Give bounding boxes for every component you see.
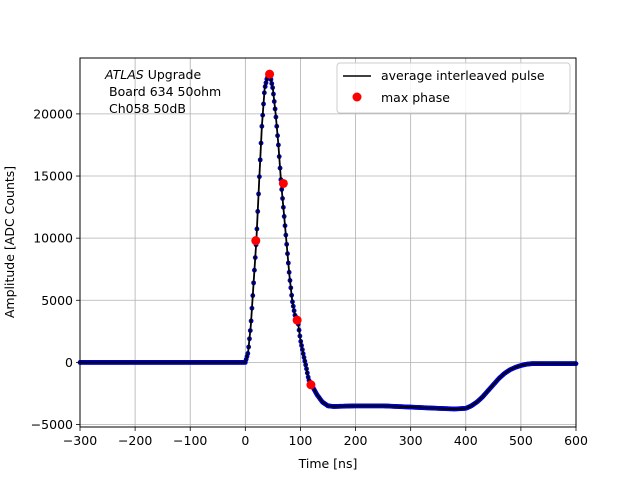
annotation-upgrade: Upgrade — [144, 67, 202, 82]
x-tick-label: 400 — [454, 433, 478, 448]
annotation-atlas: ATLAS — [104, 67, 144, 82]
legend: average interleaved pulse max phase — [336, 62, 571, 114]
max-phase-point — [292, 315, 302, 325]
annotation-line-3: Ch058 50dB — [109, 101, 186, 116]
legend-entry-max-phase: max phase — [381, 90, 450, 105]
x-tick-label: −300 — [63, 433, 97, 448]
y-tick-label: −5000 — [31, 417, 73, 432]
annotation-line-2: Board 634 50ohm — [109, 84, 221, 99]
y-tick-label: 5000 — [41, 293, 73, 308]
x-tick-label: 100 — [289, 433, 313, 448]
ticks: −300 −200 −100 0 100 200 300 400 500 600 −5000 0 500… — [31, 106, 588, 448]
max-phase-point — [306, 380, 316, 390]
atlas-annotation: ATLAS Upgrade Board 634 50ohm Ch058 50dB — [104, 67, 221, 116]
y-tick-label: 20000 — [33, 106, 73, 121]
max-phase-point — [265, 69, 275, 79]
x-tick-label: 300 — [399, 433, 423, 448]
max-phase-point — [278, 178, 288, 188]
x-tick-label: 500 — [509, 433, 533, 448]
legend-box — [336, 62, 571, 114]
y-tick-label: 0 — [65, 355, 73, 370]
max-phase-point — [251, 236, 261, 246]
x-tick-label: −200 — [118, 433, 152, 448]
x-tick-label: 600 — [564, 433, 588, 448]
legend-entry-average-pulse: average interleaved pulse — [381, 68, 545, 83]
y-tick-label: 15000 — [33, 169, 73, 184]
annotation-line-1: ATLAS Upgrade — [104, 67, 201, 82]
x-tick-label: 0 — [241, 433, 249, 448]
y-tick-label: 10000 — [33, 231, 73, 246]
axes-frame — [79, 57, 577, 428]
average-pulse-line — [80, 74, 576, 410]
x-axis-title: Time [ns] — [298, 456, 358, 471]
y-axis-title: Amplitude [ADC Counts] — [2, 166, 17, 318]
x-tick-label: −100 — [173, 433, 207, 448]
x-tick-label: 200 — [344, 433, 368, 448]
legend-marker-swatch — [352, 92, 362, 102]
